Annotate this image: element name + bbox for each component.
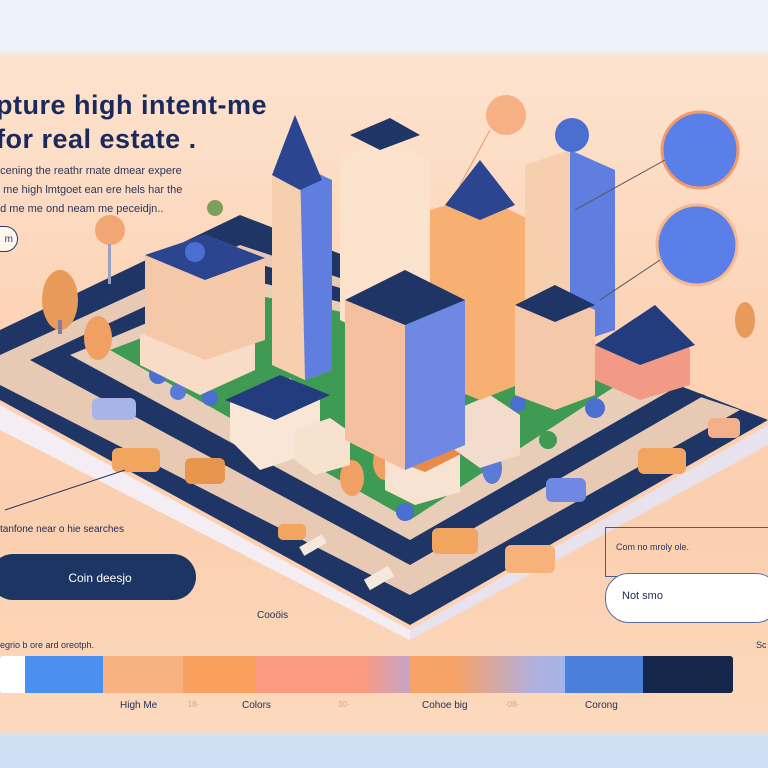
palette-caption: egrio b ore ard oreotph. (0, 640, 95, 650)
swatch-orange[interactable] (183, 656, 255, 693)
palette-tick: 30· (338, 700, 350, 709)
subtitle-line: ad me me ond neam me peceidjn.. (0, 203, 164, 215)
swatch-peach[interactable] (103, 656, 183, 693)
hero-subtitle: ocening the reathr rnate dmear expere o … (0, 162, 182, 219)
cars (92, 398, 740, 573)
palette-label: Colors (242, 700, 271, 711)
palette-label: Corong (585, 700, 618, 711)
hero-title: pture high intent-me for real estate . (0, 88, 267, 156)
hero-title-line: pture high intent-me (0, 90, 267, 120)
search-note: tanfone near o hie searches (0, 524, 124, 535)
info-box: Com no mroly ole. (605, 527, 768, 577)
cta-button[interactable]: Coin deesjo (0, 554, 196, 600)
color-palette (0, 656, 733, 693)
text-input[interactable]: Not smo (605, 573, 768, 623)
subtitle-line: ocening the reathr rnate dmear expere (0, 165, 182, 177)
hero-title-line: for real estate . (0, 124, 197, 154)
buildings (145, 115, 615, 470)
palette-tick: ·18· (185, 700, 200, 709)
subtitle-line: o me high lmtgoet ean ere hels har the (0, 184, 183, 196)
swatch-royal-blue[interactable] (565, 656, 643, 693)
palette-label: High Me (120, 700, 158, 711)
swatch-salmon[interactable] (255, 656, 410, 693)
palette-tick: ·08· (505, 700, 520, 709)
swatch-white[interactable] (0, 656, 25, 693)
colors-caption: Cooöis (257, 610, 289, 621)
swatch-orange-lavender[interactable] (410, 656, 565, 693)
swatch-navy[interactable] (643, 656, 733, 693)
crosswalk (299, 534, 395, 591)
palette-label: Cohoe big (422, 700, 468, 711)
swatch-blue[interactable] (25, 656, 103, 693)
right-caption: Sc (756, 640, 767, 650)
map-pin-bubbles (4, 95, 740, 511)
